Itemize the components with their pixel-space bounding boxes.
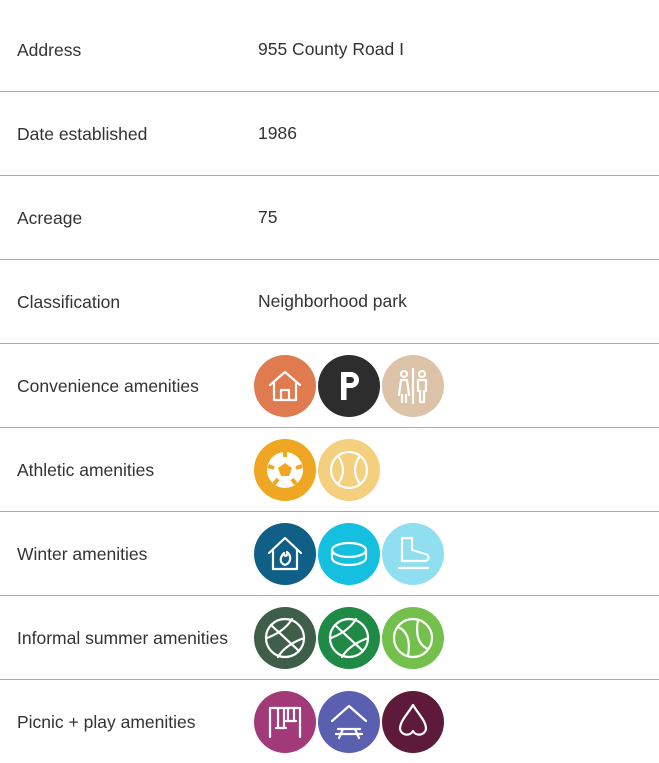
label: Informal summer amenities (17, 627, 229, 648)
row: Date established 1986 (0, 92, 659, 176)
label: Date established (17, 123, 148, 144)
row: Convenience amenities (0, 344, 659, 428)
parking-icon (318, 354, 380, 417)
row: Address 955 County Road I (0, 8, 659, 92)
splash-icon (382, 690, 444, 753)
value: 75 (258, 207, 278, 227)
row: Athletic amenities (0, 428, 659, 512)
row: Winter amenities (0, 512, 659, 596)
label: Picnic + play amenities (17, 711, 196, 732)
value: 1986 (258, 123, 297, 143)
basketball-icon (254, 606, 316, 669)
icons (254, 690, 444, 753)
hockey-icon (318, 522, 380, 585)
softball-icon (318, 438, 380, 501)
picnic-icon (318, 690, 380, 753)
swing-icon (254, 690, 316, 753)
row: Classification Neighborhood park (0, 260, 659, 344)
row: Informal summer amenities (0, 596, 659, 680)
icons (254, 606, 444, 669)
label: Classification (17, 291, 121, 312)
icons (254, 522, 444, 585)
warming-house-icon (254, 522, 316, 585)
icons (254, 438, 380, 501)
skating-icon (382, 522, 444, 585)
row: Picnic + play amenities (0, 680, 659, 763)
tennis-icon (382, 606, 444, 669)
restroom-icon (382, 354, 444, 417)
value: 955 County Road I (258, 39, 404, 59)
park-table: Address 955 County Road I Date establishe… (0, 8, 659, 763)
label: Winter amenities (17, 543, 148, 564)
label: Acreage (17, 207, 83, 228)
soccer-icon (254, 438, 316, 501)
value: Neighborhood park (258, 291, 407, 311)
label: Convenience amenities (17, 375, 199, 396)
label: Athletic amenities (17, 459, 155, 480)
label: Address (17, 39, 82, 60)
row: Acreage 75 (0, 176, 659, 260)
icons (254, 354, 444, 417)
basketball-icon (318, 606, 380, 669)
shelter-icon (254, 354, 316, 417)
